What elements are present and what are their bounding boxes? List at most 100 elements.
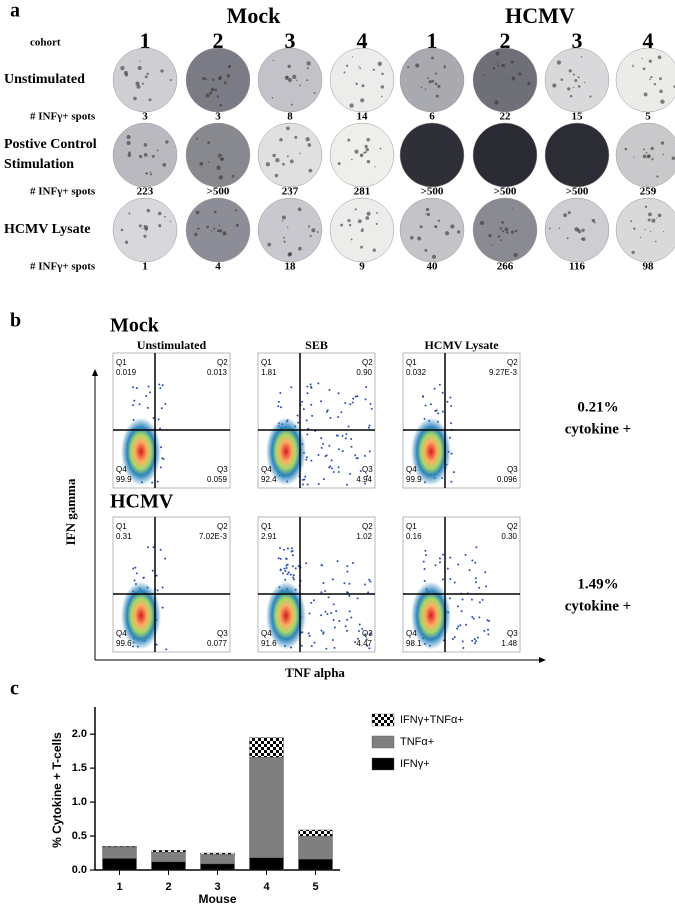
well (615, 47, 675, 113)
spot (294, 135, 298, 139)
spot (576, 230, 579, 232)
quadrant-name: Q3 (507, 629, 518, 638)
spot-count: 116 (569, 261, 585, 273)
spot-count: >500 (566, 186, 589, 198)
axis-label: IFN gamma (63, 478, 78, 545)
spot (380, 85, 385, 89)
spot (502, 230, 505, 233)
spot-count: >500 (421, 186, 444, 198)
spot (510, 60, 514, 64)
quadrant-value: 1.02 (356, 532, 372, 541)
spot (160, 69, 164, 73)
spot (482, 74, 485, 77)
event (369, 402, 372, 405)
spot (518, 72, 522, 76)
spot (580, 56, 583, 58)
quadrant-value: 4.94 (356, 475, 372, 484)
spot (577, 228, 580, 231)
spot (501, 221, 504, 224)
event (322, 443, 325, 446)
event (286, 563, 289, 566)
event (336, 560, 339, 563)
event (442, 553, 445, 556)
event (425, 554, 428, 557)
event (301, 478, 304, 481)
spot (656, 175, 659, 178)
spot (663, 230, 665, 233)
event (135, 387, 138, 390)
spot-count: 5 (645, 111, 651, 123)
event (441, 410, 444, 413)
event (475, 546, 478, 549)
spot (340, 223, 343, 227)
spot (511, 207, 513, 209)
spot (645, 151, 648, 154)
legend-swatch (371, 713, 395, 727)
spot (558, 227, 561, 230)
bar-segment (200, 852, 235, 855)
event (310, 386, 313, 389)
spot (366, 211, 371, 216)
spot-count: 3 (142, 111, 148, 123)
spot (217, 154, 219, 156)
event (132, 404, 135, 407)
event (159, 548, 162, 551)
spot (143, 234, 147, 238)
event (148, 391, 151, 394)
bar-segment (298, 858, 333, 871)
event (335, 610, 338, 613)
legend-swatch (371, 735, 395, 749)
event (449, 556, 452, 559)
event (291, 554, 294, 557)
event (322, 478, 325, 481)
event (351, 401, 354, 404)
event (369, 580, 372, 583)
spot (305, 137, 310, 142)
spot (287, 64, 291, 69)
event (450, 480, 453, 483)
spot (162, 162, 167, 167)
event (330, 611, 333, 614)
event (305, 419, 308, 422)
spot (500, 239, 502, 242)
event (155, 643, 158, 646)
event (434, 564, 437, 567)
event (146, 406, 149, 409)
quadrant-value: 91.6 (261, 639, 277, 648)
quadrant-value: 1.48 (501, 639, 517, 648)
event (320, 629, 323, 632)
spot (126, 134, 131, 140)
quadrant-value: 0.019 (116, 368, 137, 377)
cohort-number: 3 (572, 28, 583, 53)
spot (372, 68, 375, 71)
spot (581, 237, 586, 241)
event (478, 616, 481, 619)
spot (128, 212, 131, 215)
spot (377, 61, 383, 66)
spot (227, 64, 232, 69)
panel-label: b (10, 310, 21, 332)
event (317, 382, 320, 385)
spot (639, 236, 642, 239)
event (438, 383, 441, 386)
spot (127, 153, 132, 158)
spot (138, 154, 143, 159)
row-label: HCMV Lysate (4, 222, 90, 237)
event (437, 412, 440, 415)
cohort-label: cohort (30, 37, 61, 49)
event (312, 599, 315, 602)
event (343, 582, 346, 585)
spot (275, 158, 280, 163)
spot (120, 228, 124, 232)
event (133, 579, 136, 582)
quadrant-value: 0.059 (207, 475, 228, 484)
event (453, 581, 456, 584)
event (286, 573, 289, 576)
spot (213, 227, 216, 230)
event (346, 565, 349, 568)
well (257, 197, 323, 263)
quadrant-value: 99.9 (406, 475, 422, 484)
spot (363, 151, 366, 154)
spot (211, 230, 213, 232)
spot (271, 97, 274, 99)
